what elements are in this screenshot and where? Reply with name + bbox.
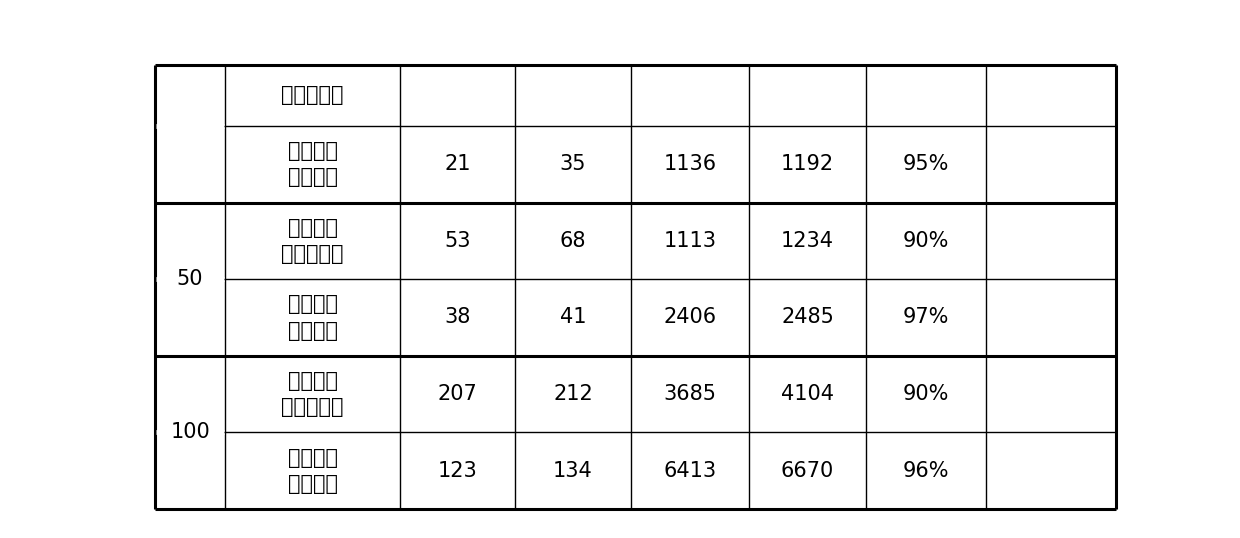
Text: 实施例一
（接菌）: 实施例一 （接菌） [288, 141, 337, 187]
Text: 95%: 95% [903, 154, 950, 174]
Text: 6670: 6670 [781, 461, 835, 481]
Text: 90%: 90% [903, 231, 950, 251]
Text: 100: 100 [170, 422, 210, 442]
Text: 50: 50 [177, 269, 203, 289]
Text: 41: 41 [559, 307, 587, 328]
Text: 1234: 1234 [781, 231, 835, 251]
Text: 212: 212 [553, 384, 593, 404]
Text: 1192: 1192 [781, 154, 835, 174]
Text: 2485: 2485 [781, 307, 835, 328]
Text: 实施例三
（接菌）: 实施例三 （接菌） [288, 448, 337, 494]
Text: 实施例二
（接菌）: 实施例二 （接菌） [288, 294, 337, 341]
Text: 对比例二
（对照组）: 对比例二 （对照组） [281, 218, 343, 264]
Text: 53: 53 [444, 231, 471, 251]
Text: 123: 123 [438, 461, 477, 481]
Text: 207: 207 [438, 384, 477, 404]
Text: 90%: 90% [903, 384, 950, 404]
Text: （对照组）: （对照组） [281, 85, 343, 105]
Text: 21: 21 [444, 154, 471, 174]
Text: 1136: 1136 [663, 154, 717, 174]
Text: 1113: 1113 [663, 231, 717, 251]
Text: 134: 134 [553, 461, 593, 481]
Text: 4104: 4104 [781, 384, 835, 404]
Text: 96%: 96% [903, 461, 950, 481]
Text: 6413: 6413 [663, 461, 717, 481]
Text: 对比例三
（对照组）: 对比例三 （对照组） [281, 371, 343, 417]
Text: 35: 35 [559, 154, 587, 174]
Text: 38: 38 [444, 307, 471, 328]
Text: 2406: 2406 [663, 307, 717, 328]
Text: 68: 68 [559, 231, 587, 251]
Text: 97%: 97% [903, 307, 950, 328]
Text: 3685: 3685 [663, 384, 717, 404]
